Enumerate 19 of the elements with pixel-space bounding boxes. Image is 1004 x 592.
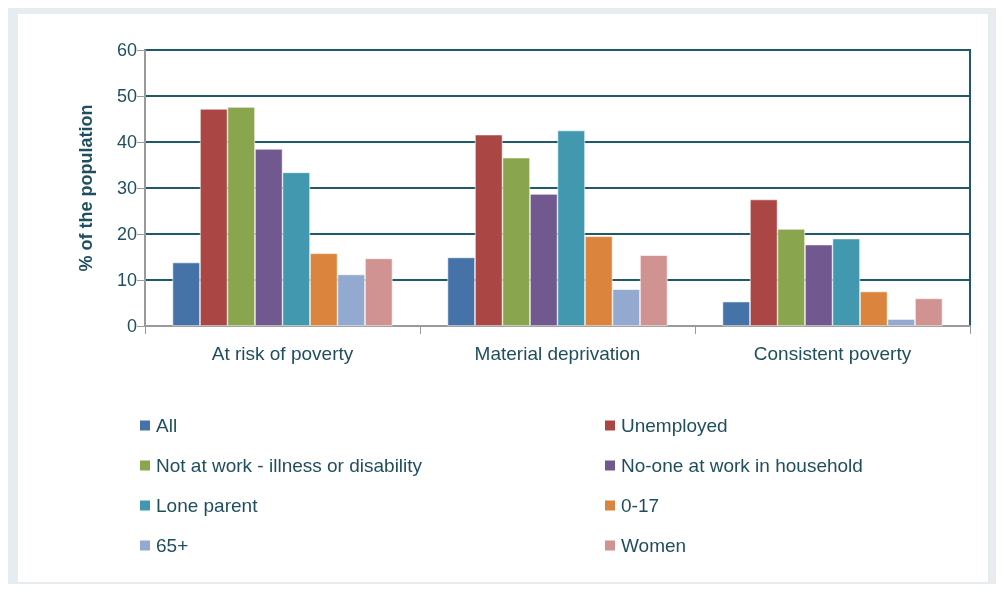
y-tick-label: 40	[116, 132, 137, 152]
y-axis-title: % of the population	[76, 104, 96, 272]
legend-label: Not at work - illness or disability	[156, 455, 423, 476]
legend-label: Women	[621, 535, 687, 556]
legend-label: 65+	[156, 535, 189, 556]
y-tick-label: 0	[126, 316, 137, 336]
legend-label: All	[156, 415, 178, 436]
y-tick-label: 30	[116, 178, 137, 198]
legend-label: No-one at work in household	[621, 455, 863, 476]
legend-label: 0-17	[621, 495, 660, 516]
y-tick-label: 10	[116, 270, 137, 290]
y-tick-label: 50	[116, 86, 137, 106]
y-tick-label: 60	[116, 40, 137, 60]
legend-label: Lone parent	[156, 495, 259, 516]
legend-label: Unemployed	[621, 415, 728, 436]
y-tick-label: 20	[116, 224, 137, 244]
x-tick-label: Material deprivation	[474, 343, 641, 364]
x-tick-label: At risk of poverty	[211, 343, 354, 364]
x-tick-label: Consistent poverty	[753, 343, 912, 364]
